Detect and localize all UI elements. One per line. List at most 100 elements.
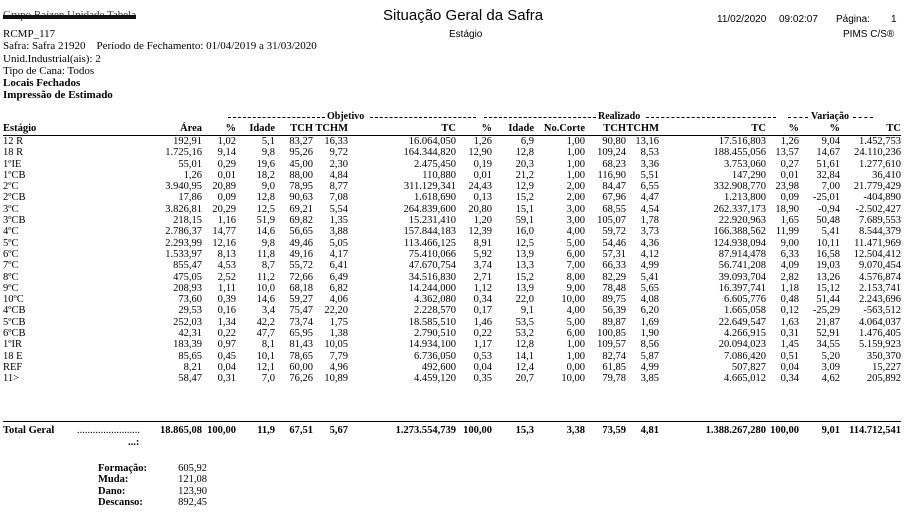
column-header: TCH bbox=[585, 123, 626, 136]
table-cell: 1,00 bbox=[566, 158, 585, 170]
table-cell: 24,43 bbox=[468, 181, 492, 193]
table-cell: 2,00 bbox=[566, 192, 585, 204]
summary-row: Dano: 123,90 bbox=[98, 486, 207, 497]
table-cell: 4.064,037 bbox=[859, 316, 901, 328]
table-cell: 4,47 bbox=[640, 192, 659, 204]
table-cell: 0,34 bbox=[780, 373, 799, 385]
table-cell: 6,55 bbox=[640, 181, 659, 193]
table-cell: 4.459,120 bbox=[414, 373, 456, 385]
table-cell: 192,91 bbox=[173, 136, 202, 147]
table-cell: 1,90 bbox=[640, 328, 659, 340]
table-cell: 5,00 bbox=[566, 237, 585, 249]
table-cell: 8,21 bbox=[183, 361, 202, 373]
table-cell: 68,18 bbox=[289, 282, 313, 294]
table-cell: 6,41 bbox=[329, 260, 348, 272]
summary-row: Muda: 121,08 bbox=[98, 474, 207, 485]
table-row: 3ºCB 218,15 1,16 51,9 69,82 1,35 15.231,410 1,2… bbox=[3, 215, 901, 226]
stage-name: 1ºIE bbox=[3, 158, 22, 170]
table-row: 6ºC 1.533,97 8,13 11,8 49,16 4,17 75.410,066 5,… bbox=[3, 249, 901, 260]
table-cell: 20.094,023 bbox=[718, 339, 766, 351]
table-cell: 90,63 bbox=[289, 192, 313, 204]
table-cell: 8,1 bbox=[261, 339, 275, 351]
table-cell: 0,04 bbox=[780, 361, 799, 373]
summary-label: Descanso: bbox=[98, 496, 143, 508]
stage-name: 10ºC bbox=[3, 294, 24, 306]
table-cell: 5.159,923 bbox=[859, 339, 901, 351]
total-row: Total Geral........................ 18.86… bbox=[3, 424, 901, 438]
table-cell: 68,55 bbox=[602, 203, 626, 215]
table-row: REF 8,21 0,04 12,1 60,00 4,96 492,600 0,04 12,4 0… bbox=[3, 362, 901, 373]
table-cell: 0,04 bbox=[473, 361, 492, 373]
table-cell: 14.934,100 bbox=[408, 339, 456, 351]
table-cell: 3,74 bbox=[473, 260, 492, 272]
realizado-dashes-left bbox=[484, 117, 596, 118]
total-table: Total Geral........................ 18.86… bbox=[3, 424, 901, 438]
table-row: 18 R 1.725,16 9,14 9,8 95,26 9,72 164.344,820 1… bbox=[3, 147, 901, 158]
table-cell: 0,35 bbox=[473, 373, 492, 385]
summary-value: 121,08 bbox=[178, 474, 207, 486]
total-dots: ........................ bbox=[77, 425, 140, 436]
table-cell: 23,98 bbox=[775, 181, 799, 193]
table-cell: 4,84 bbox=[329, 169, 348, 181]
table-cell: 218,15 bbox=[173, 215, 202, 227]
report-subtitle: Estágio bbox=[449, 29, 483, 40]
table-cell: 79,78 bbox=[602, 373, 626, 385]
stage-name: 8ºC bbox=[3, 271, 19, 283]
variacao-dashes-right bbox=[853, 117, 873, 118]
table-cell: 9,00 bbox=[780, 237, 799, 249]
table-cell: 208,93 bbox=[173, 282, 202, 294]
table-cell: 2.790,510 bbox=[414, 328, 456, 340]
table-cell: 22.649,547 bbox=[718, 316, 766, 328]
table-cell: 82,74 bbox=[602, 350, 626, 362]
table-cell: 16,58 bbox=[816, 248, 840, 260]
table-cell: 3,00 bbox=[566, 203, 585, 215]
total-label: Total Geral bbox=[3, 425, 55, 436]
table-cell: 0,09 bbox=[780, 192, 799, 204]
table-cell: 13,9 bbox=[515, 282, 534, 294]
table-cell: 2.786,37 bbox=[165, 226, 202, 238]
table-cell: 3,00 bbox=[566, 215, 585, 227]
table-cell: 109,24 bbox=[597, 147, 626, 159]
table-cell: 116,90 bbox=[597, 169, 627, 181]
table-cell: 22,20 bbox=[324, 305, 348, 317]
table-cell: 4.665,012 bbox=[724, 373, 766, 385]
table-row: 12 R 192,91 1,02 5,1 83,27 16,33 16.064,050 1,2… bbox=[3, 136, 901, 148]
table-cell: 9,04 bbox=[821, 136, 840, 147]
table-cell: 49,16 bbox=[289, 248, 313, 260]
table-cell: 7,0 bbox=[261, 373, 275, 385]
table-cell: 5,87 bbox=[640, 350, 659, 362]
table-cell: 20,89 bbox=[212, 181, 236, 193]
table-cell: 13,3 bbox=[515, 260, 534, 272]
table-cell: 6,33 bbox=[780, 248, 799, 260]
column-header: % bbox=[766, 123, 799, 136]
table-cell: 21,87 bbox=[816, 316, 840, 328]
table-cell: 18.585,510 bbox=[408, 316, 456, 328]
table-cell: 95,26 bbox=[289, 147, 313, 159]
table-cell: 252,03 bbox=[173, 316, 202, 328]
column-header: TC bbox=[840, 123, 901, 136]
table-cell: 9,0 bbox=[261, 181, 275, 193]
table-cell: 8,7 bbox=[261, 260, 275, 272]
table-cell: 1,18 bbox=[780, 282, 799, 294]
table-cell: 147,290 bbox=[731, 169, 766, 181]
total-cell: 1.388.267,280 bbox=[705, 425, 766, 436]
table-cell: 0,39 bbox=[217, 294, 236, 306]
table-cell: 12,90 bbox=[468, 147, 492, 159]
stage-name: 2ºCB bbox=[3, 192, 26, 204]
table-cell: 10,0 bbox=[256, 282, 275, 294]
table-cell: 1,46 bbox=[473, 316, 492, 328]
report-date: 11/02/2020 bbox=[717, 14, 767, 25]
table-row: 8ºC 475,05 2,52 11,2 72,66 6,49 34.516,830 2,71… bbox=[3, 272, 901, 283]
report-code: RCMP_117 bbox=[3, 28, 56, 40]
table-cell: 72,66 bbox=[289, 271, 313, 283]
table-cell: 262.337,173 bbox=[713, 203, 767, 215]
table-cell: 16.397,741 bbox=[718, 282, 766, 294]
table-cell: 12,39 bbox=[468, 226, 492, 238]
table-cell: 3,85 bbox=[640, 373, 659, 385]
table-cell: 1,00 bbox=[566, 136, 585, 147]
table-cell: 4,12 bbox=[640, 248, 659, 260]
table-cell: 50,48 bbox=[816, 215, 840, 227]
table-header-row: Estágio Área% Idade TCH TCHM TC% Idade No.Corte… bbox=[3, 123, 901, 136]
stage-name: 7ºC bbox=[3, 260, 19, 272]
table-cell: 20,80 bbox=[468, 203, 492, 215]
